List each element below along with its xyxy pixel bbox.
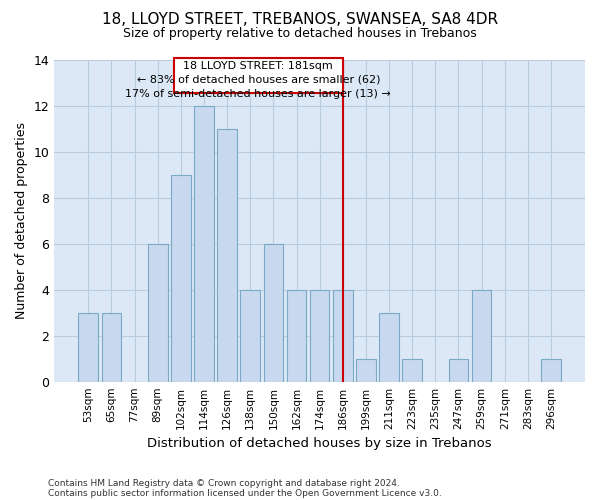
Bar — [241, 290, 260, 382]
Bar — [194, 106, 214, 382]
Text: Contains HM Land Registry data © Crown copyright and database right 2024.: Contains HM Land Registry data © Crown c… — [48, 478, 400, 488]
Text: ← 83% of detached houses are smaller (62): ← 83% of detached houses are smaller (62… — [137, 75, 380, 85]
Text: 18, LLOYD STREET, TREBANOS, SWANSEA, SA8 4DR: 18, LLOYD STREET, TREBANOS, SWANSEA, SA8… — [102, 12, 498, 28]
Text: 18 LLOYD STREET: 181sqm: 18 LLOYD STREET: 181sqm — [184, 62, 333, 72]
Bar — [217, 129, 237, 382]
Bar — [449, 358, 469, 382]
Bar — [101, 312, 121, 382]
Y-axis label: Number of detached properties: Number of detached properties — [15, 122, 28, 320]
Text: 17% of semi-detached houses are larger (13) →: 17% of semi-detached houses are larger (… — [125, 88, 391, 99]
Bar — [356, 358, 376, 382]
Bar — [333, 290, 353, 382]
Bar — [263, 244, 283, 382]
Bar — [148, 244, 167, 382]
Bar — [310, 290, 329, 382]
X-axis label: Distribution of detached houses by size in Trebanos: Distribution of detached houses by size … — [148, 437, 492, 450]
Bar — [472, 290, 491, 382]
Bar — [379, 312, 399, 382]
Bar — [403, 358, 422, 382]
Text: Size of property relative to detached houses in Trebanos: Size of property relative to detached ho… — [123, 28, 477, 40]
Bar — [287, 290, 307, 382]
Bar — [541, 358, 561, 382]
Bar — [79, 312, 98, 382]
Bar — [171, 175, 191, 382]
Text: Contains public sector information licensed under the Open Government Licence v3: Contains public sector information licen… — [48, 488, 442, 498]
FancyBboxPatch shape — [174, 58, 343, 94]
